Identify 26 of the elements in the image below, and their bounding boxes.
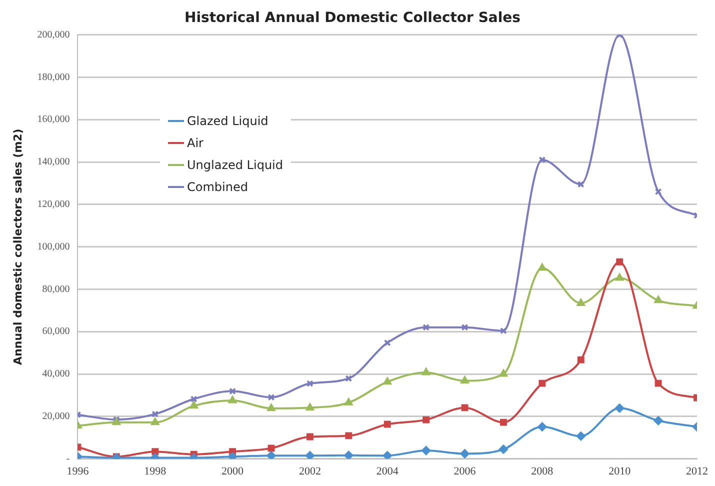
y-tick-label: 40,000 xyxy=(42,368,70,380)
y-tick-label: - xyxy=(66,453,70,464)
chart-title: Historical Annual Domestic Collector Sales xyxy=(184,10,520,26)
x-tick-label: 1996 xyxy=(66,465,90,478)
x-tick-label: 2004 xyxy=(376,465,399,478)
y-tick-label: 180,000 xyxy=(37,72,70,83)
legend-label: Unglazed Liquid xyxy=(187,157,283,174)
x-tick-label: 2008 xyxy=(531,465,554,478)
y-tick-label: 140,000 xyxy=(37,156,70,168)
x-tick-label: 2006 xyxy=(454,465,476,478)
y-tick-label: 20,000 xyxy=(42,411,70,422)
x-tick-label: 2002 xyxy=(298,465,321,478)
y-tick-label: 200,000 xyxy=(37,29,70,40)
legend-label: Combined xyxy=(187,179,248,196)
y-tick-label: 120,000 xyxy=(37,199,70,210)
x-tick-label: 2012 xyxy=(686,465,708,478)
legend-label: Glazed Liquid xyxy=(187,113,268,130)
y-tick-label: 100,000 xyxy=(37,241,70,252)
y-tick-label: 160,000 xyxy=(37,114,70,126)
legend-label: Air xyxy=(187,135,204,152)
y-tick-label: 60,000 xyxy=(42,326,70,338)
y-axis-title: Annual domestic collectors sales (m2) xyxy=(11,128,24,365)
x-tick-label: 1998 xyxy=(144,465,167,478)
y-tick-label: 80,000 xyxy=(42,284,70,295)
x-tick-label: 2010 xyxy=(608,465,632,478)
x-tick-label: 2000 xyxy=(222,465,244,478)
